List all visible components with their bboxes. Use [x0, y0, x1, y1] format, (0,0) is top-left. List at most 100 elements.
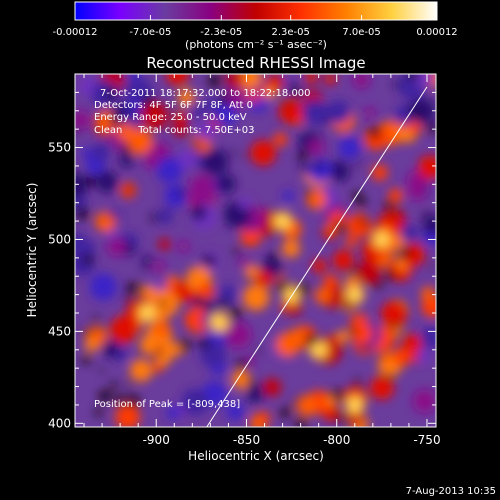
emission-void [364, 345, 371, 352]
emission-void [194, 141, 202, 150]
emission-void [407, 74, 419, 80]
emission-blob [332, 249, 354, 271]
emission-void [134, 284, 144, 294]
solar-limb-line [206, 86, 428, 427]
emission-void [142, 265, 147, 270]
emission-blob [257, 411, 270, 424]
emission-blob [421, 295, 436, 318]
emission-void [369, 126, 381, 139]
emission-void [156, 351, 162, 357]
emission-core-center [313, 344, 324, 355]
emission-blobs [75, 74, 436, 427]
emission-blob [164, 184, 188, 208]
emission-void [388, 216, 394, 222]
colorbar-tick-label: -2.3e-05 [200, 27, 242, 38]
emission-void [150, 214, 159, 222]
y-axis: 400 450 500 550 [48, 73, 436, 430]
emission-blob [91, 80, 119, 109]
emission-blob [388, 188, 403, 203]
emission-blob [420, 326, 436, 349]
emission-void [385, 373, 392, 380]
x-axis-label: Heliocentric X (arcsec) [188, 449, 324, 463]
emission-void [199, 338, 210, 349]
emission-blob [239, 257, 252, 269]
emission-void [179, 339, 191, 351]
emission-void [400, 247, 411, 258]
emission-void [197, 398, 203, 404]
emission-blob [116, 122, 135, 141]
emission-void [229, 150, 234, 156]
emission-void [304, 334, 317, 347]
emission-blob [311, 258, 327, 274]
emission-void [94, 408, 103, 417]
emission-void [291, 87, 300, 96]
emission-void [126, 381, 132, 387]
emission-blob [370, 375, 394, 400]
emission-blob [296, 394, 318, 417]
emission-void [351, 267, 358, 275]
emission-blob [128, 74, 141, 81]
emission-void [358, 218, 367, 227]
emission-blob [156, 156, 183, 183]
emission-blob [287, 327, 308, 349]
colorbar-tick-label: -7.0e-05 [129, 27, 171, 38]
emission-core-center [349, 289, 360, 300]
emission-blob [106, 228, 118, 240]
emission-blob [412, 389, 436, 413]
emission-blob [422, 214, 436, 236]
colorbar-tick-label: 2.3e-05 [271, 27, 309, 38]
emission-blob [345, 235, 357, 248]
y-axis-label: Heliocentric Y (arcsec) [25, 183, 39, 318]
emission-blob [142, 153, 159, 169]
emission-void [305, 192, 311, 198]
emission-blob [84, 337, 99, 352]
y-tick-label: 500 [48, 232, 71, 246]
emission-blob [153, 320, 171, 338]
emission-void [288, 403, 294, 409]
emission-blob [273, 132, 288, 147]
emission-void [243, 153, 248, 158]
emission-blob [255, 270, 273, 288]
emission-void [99, 368, 105, 373]
emission-blob [115, 404, 141, 427]
emission-void [230, 307, 242, 319]
emission-blob [380, 300, 408, 328]
emission-blob [413, 74, 434, 87]
emission-void [374, 280, 383, 289]
emission-blob [231, 370, 251, 390]
emission-void [393, 81, 400, 88]
chart-title: Reconstructed RHESSI Image [146, 54, 365, 72]
emission-blob [129, 359, 153, 382]
emission-blob [218, 284, 237, 303]
emission-blob [102, 340, 120, 358]
emission-void [313, 161, 322, 169]
emission-blob [205, 98, 220, 114]
emission-blob [323, 274, 339, 290]
emission-core-center [376, 234, 387, 245]
emission-void [296, 395, 302, 400]
emission-blob [346, 213, 371, 238]
emission-blob [324, 74, 337, 85]
emission-void [195, 296, 204, 304]
emission-blob [119, 152, 135, 168]
emission-blob [314, 287, 332, 305]
emission-void [125, 283, 134, 292]
emission-void [105, 89, 116, 100]
emission-blob [336, 329, 350, 343]
emission-blob [75, 110, 90, 130]
emission-void [219, 298, 229, 308]
emission-void [336, 413, 345, 422]
emission-blob [356, 259, 382, 285]
emission-blob [282, 239, 301, 258]
emission-void [422, 211, 428, 217]
emission-blob [201, 148, 229, 176]
emission-blob [418, 155, 436, 180]
emission-blob [140, 285, 157, 301]
colorbar-units-label: (photons cm⁻² s⁻¹ asec⁻²) [185, 38, 327, 51]
emission-blob [302, 99, 328, 126]
emission-blob [238, 196, 251, 210]
emission-blob [139, 335, 159, 355]
emission-void [233, 248, 241, 256]
emission-blob [107, 237, 127, 257]
emission-blob [191, 204, 208, 221]
